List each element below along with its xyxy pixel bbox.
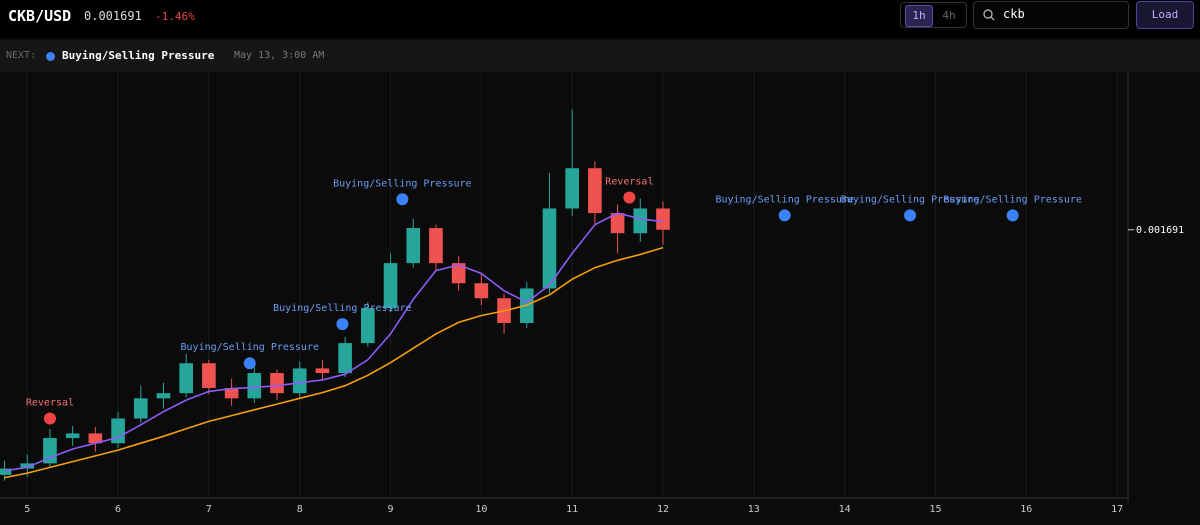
candle-body: [383, 263, 398, 309]
x-tick-label: 6: [115, 504, 121, 515]
next-label: NEXT:: [6, 50, 37, 61]
price: 0.001691: [84, 9, 142, 23]
next-event: Buying/Selling Pressure: [62, 49, 215, 62]
signal-marker: [243, 357, 256, 370]
candle-body: [224, 387, 239, 399]
candle-body: [179, 363, 193, 394]
signal-label: Reversal: [605, 177, 653, 188]
x-tick-label: 16: [1020, 504, 1032, 515]
load-button[interactable]: Load: [1136, 1, 1194, 29]
candle-body: [111, 418, 125, 444]
signal-marker: [336, 318, 349, 331]
search-icon: [983, 9, 995, 21]
signal-marker: [1006, 209, 1019, 222]
interval-button[interactable]: 4h: [942, 9, 956, 22]
candle-body: [361, 308, 375, 344]
candle-body: [429, 228, 443, 264]
candle-body: [406, 228, 421, 264]
x-tick-label: 15: [929, 504, 941, 515]
signal-marker: [43, 412, 56, 425]
candle-body: [202, 363, 216, 388]
signal-label: Buying/Selling Pressure: [273, 303, 411, 314]
candle-body: [315, 368, 330, 374]
x-tick-label: 7: [206, 504, 212, 515]
candle-body: [20, 463, 35, 469]
x-tick-label: 10: [475, 504, 487, 515]
candle-body: [451, 263, 466, 284]
moving-average: [4, 246, 664, 479]
signal-label: Buying/Selling Pressure: [943, 194, 1081, 205]
plot-area: [0, 72, 1128, 492]
next-time: May 13, 3:00 AM: [234, 50, 325, 61]
next-dot: [46, 52, 55, 61]
x-tick-label: 11: [566, 504, 578, 515]
signal-label: Buying/Selling Pressure: [841, 194, 979, 205]
signal-marker: [396, 193, 409, 206]
signal-label: Buying/Selling Pressure: [715, 194, 853, 205]
symbol: CKB/USD: [8, 7, 72, 25]
interval-group: 1h 4h: [900, 2, 967, 28]
candle-body: [88, 433, 103, 444]
candle-body: [474, 283, 489, 299]
header: CKB/USD 0.001691 -1.46% 1h 4h ckb Load: [0, 0, 1200, 38]
candle-body: [633, 208, 648, 234]
candle-body: [656, 208, 670, 230]
x-tick-label: 9: [388, 504, 394, 515]
candle-body: [565, 168, 579, 209]
price-axis-label: 0.001691: [1136, 225, 1184, 236]
candle-body: [542, 208, 557, 289]
search-box[interactable]: ckb: [973, 1, 1129, 29]
x-tick-label: 12: [657, 504, 669, 515]
candle-body: [588, 168, 602, 214]
candle-body: [292, 368, 307, 394]
interval-button[interactable]: 1h: [905, 5, 933, 27]
candle-body: [610, 213, 625, 234]
moving-average: [4, 212, 664, 472]
x-tick-label: 5: [24, 504, 30, 515]
next-bar: NEXT: Buying/Selling Pressure May 13, 3:…: [0, 40, 1200, 72]
signal-marker: [623, 191, 636, 204]
candle-body: [156, 393, 171, 399]
candle-body: [65, 433, 80, 439]
x-tick-label: 13: [748, 504, 760, 515]
candle-body: [133, 398, 148, 419]
change: -1.46%: [155, 10, 195, 23]
candle-body: [338, 343, 352, 374]
candle-body: [0, 468, 12, 475]
candle-body: [270, 373, 284, 394]
signal-marker: [904, 209, 917, 222]
signal-label: Reversal: [26, 397, 74, 408]
signal-marker: [778, 209, 791, 222]
chart: 5 6 7 8 9 10 11 12 13 14 15 16 17 Reversal Buying/Sell…: [0, 72, 1184, 515]
x-tick-label: 14: [839, 504, 851, 515]
signal-label: Buying/Selling Pressure: [181, 342, 319, 353]
search-text: ckb: [1003, 7, 1025, 21]
x-tick-label: 17: [1111, 504, 1123, 515]
x-tick-label: 8: [297, 504, 303, 515]
candle-body: [247, 373, 262, 399]
signal-label: Buying/Selling Pressure: [333, 178, 471, 189]
